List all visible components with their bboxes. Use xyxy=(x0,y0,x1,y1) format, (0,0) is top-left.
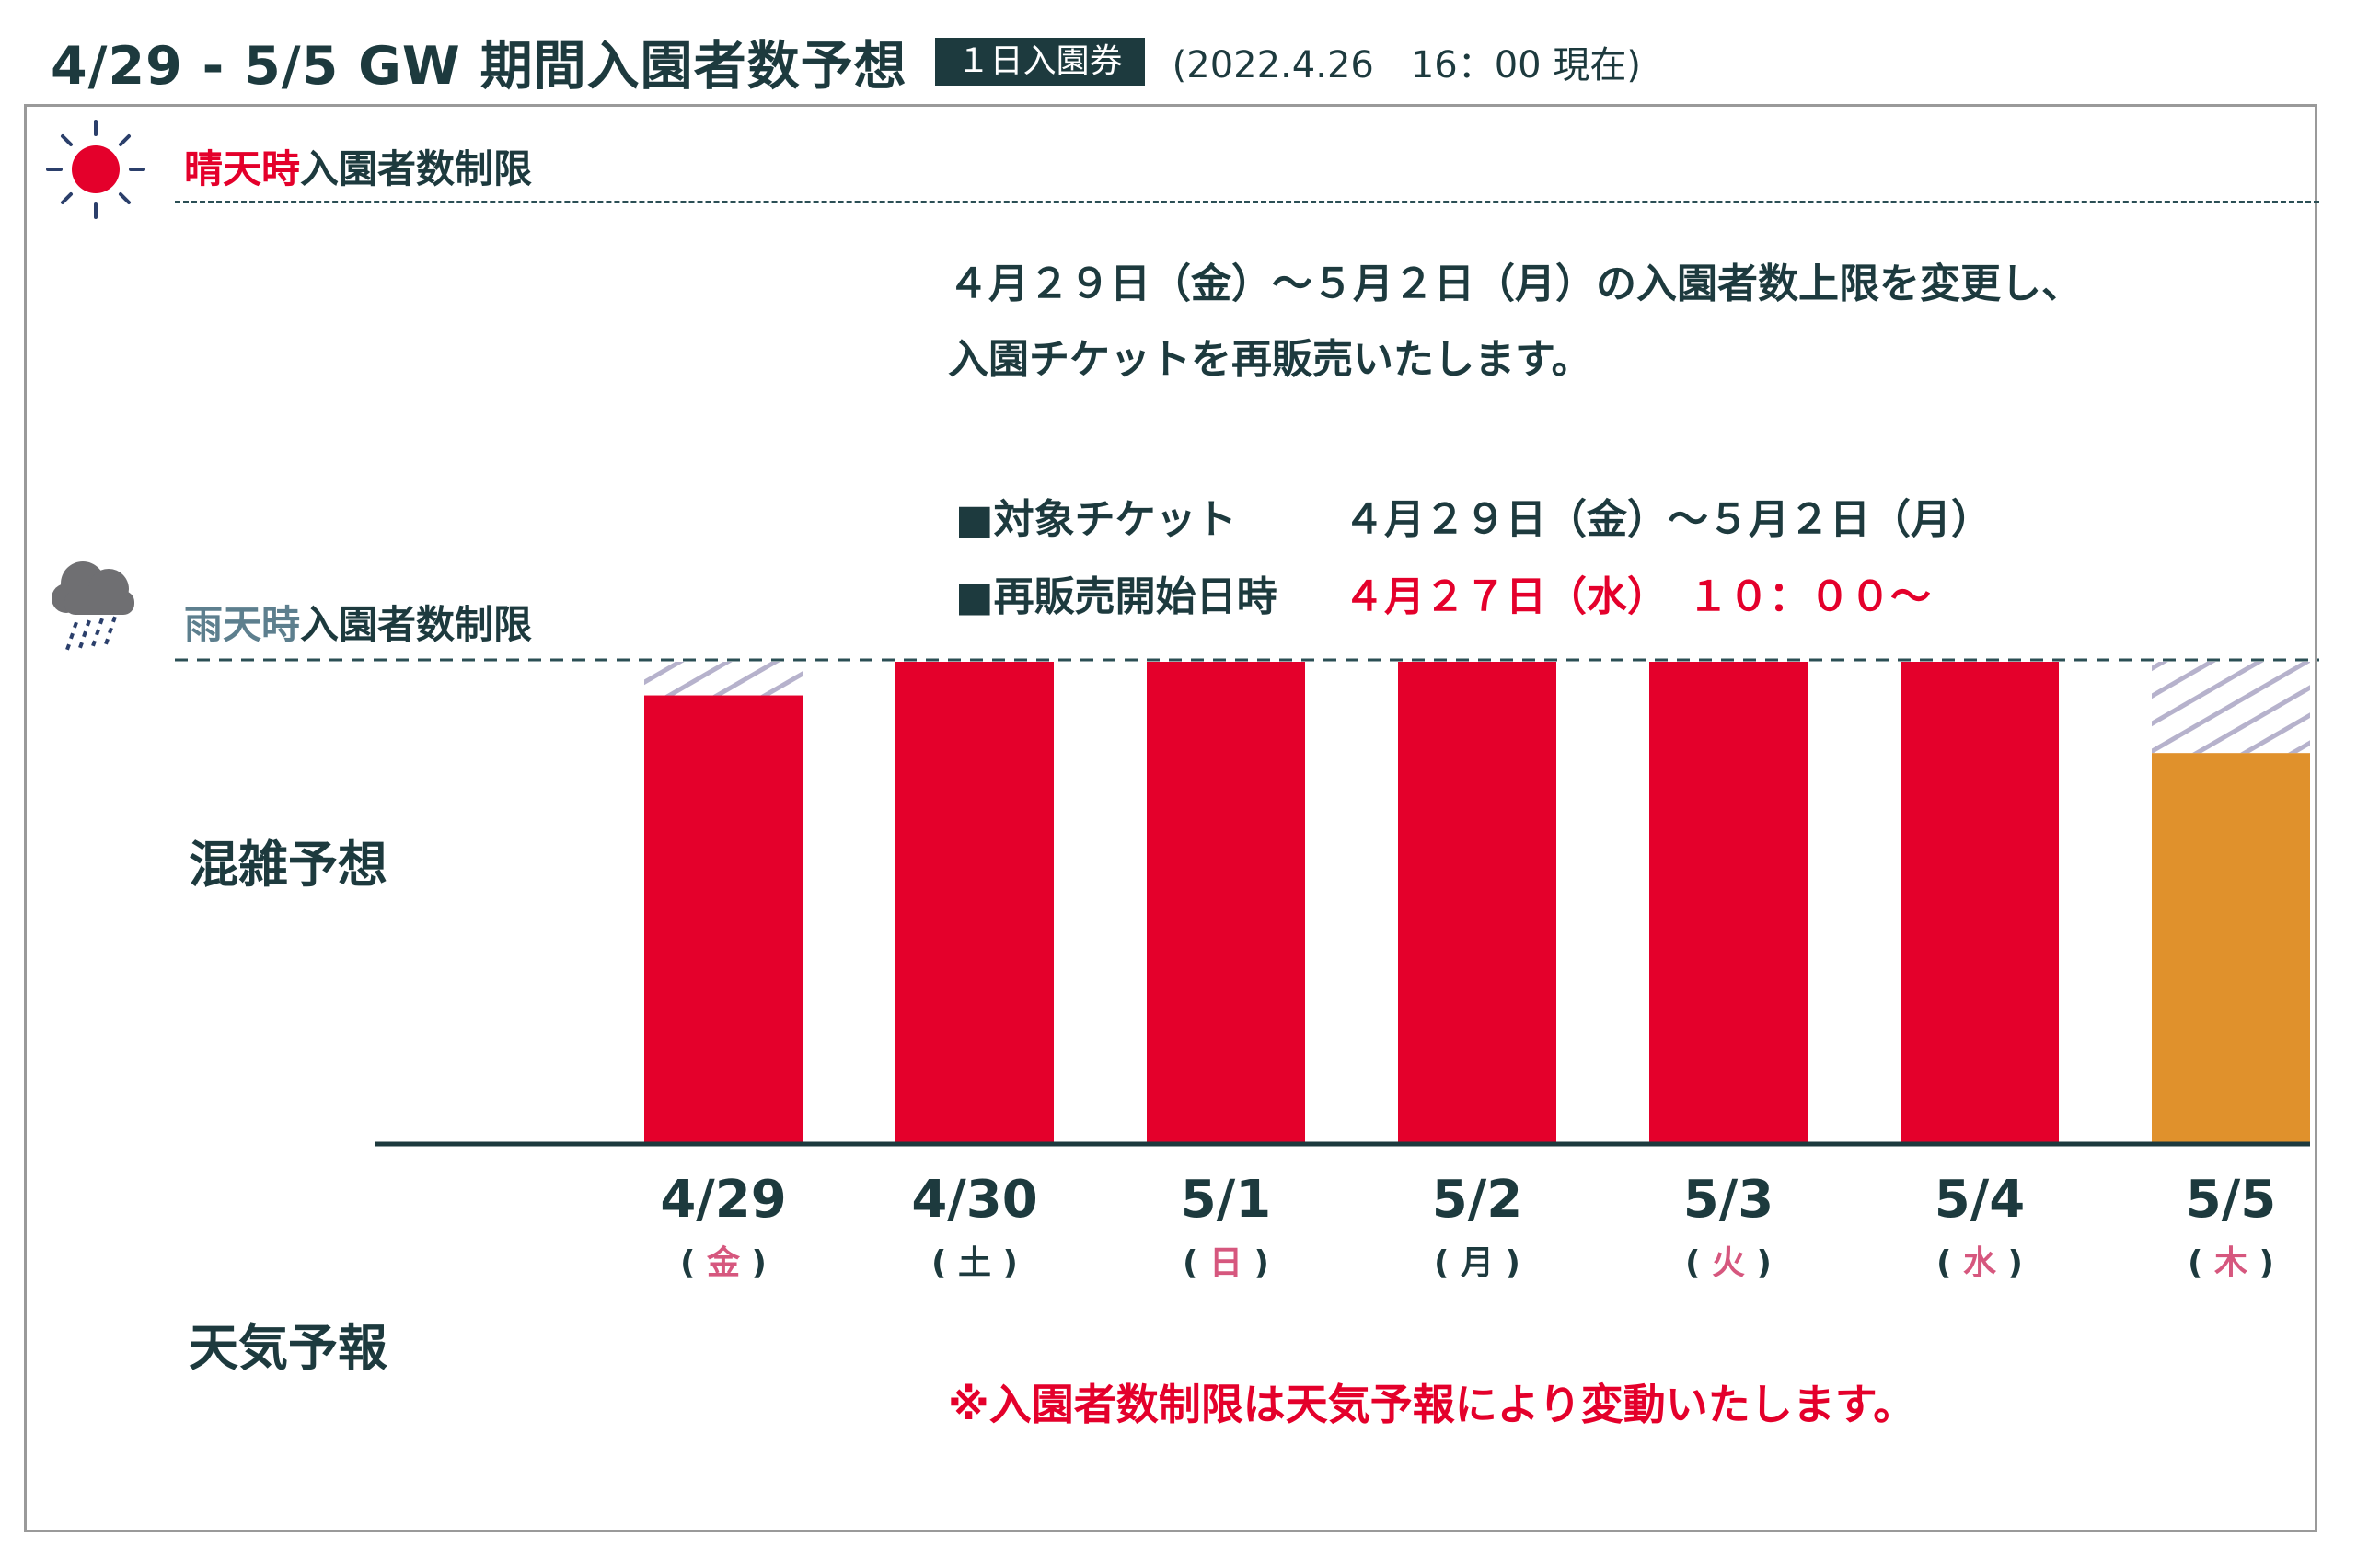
x-labels-group: 4/29 ( 金 ) 4/30 ( 土 ) 5/1 ( 日 ) 5/2 ( 月 ) 5/3 ( 火… xyxy=(660,1170,2276,1282)
rainy-limit-label: 雨天時入園者数制限 xyxy=(184,594,532,650)
x-tick-label: 4/30 xyxy=(911,1170,1037,1230)
rainy-label-rest: 入園者数制限 xyxy=(300,602,533,647)
notice-row-value: ４月２７日（水） １０：００～ xyxy=(1344,573,1931,620)
notice-row-target-ticket: ■対象チケット ４月２９日（金）～５月２日（月） xyxy=(955,486,1992,545)
notice-row-label: ■再販売開始日時 xyxy=(955,573,1277,620)
x-tick-label: 5/5 xyxy=(2186,1170,2276,1230)
bar-remaining-capacity xyxy=(2152,662,2310,754)
sunny-limit-label: 晴天時入園者数制限 xyxy=(184,138,532,194)
notice-row-label: ■対象チケット xyxy=(955,496,1237,543)
rain-cloud-icon xyxy=(52,561,134,651)
notice-line-1: ４月２９日（金）～５月２日（月）の入園者数上限を変更し、 xyxy=(948,260,2082,307)
notice-row-value: ４月２９日（金）～５月２日（月） xyxy=(1344,496,1992,543)
notice-row-resale-start: ■再販売開始日時 ４月２７日（水） １０：００～ xyxy=(955,563,1931,622)
x-tick-label: 4/29 xyxy=(660,1170,786,1230)
sun-icon xyxy=(46,120,145,219)
sunny-accent-text: 晴天時 xyxy=(184,146,301,191)
x-tick-label: 5/2 xyxy=(1432,1170,1522,1230)
bar-5/1 xyxy=(1147,662,1305,1142)
weekday-label: ( 日 ) xyxy=(1183,1244,1269,1282)
sunny-limit-line xyxy=(175,201,2319,203)
bar-5/5 xyxy=(2152,753,2310,1142)
x-tick-label: 5/1 xyxy=(1181,1170,1271,1230)
weather-forecast-label: 天気予報 xyxy=(189,1319,387,1377)
x-tick-label: 5/4 xyxy=(1935,1170,2025,1230)
weekday-label: ( 土 ) xyxy=(931,1244,1018,1282)
as-of-timestamp: (2022.4.26 16：00 現在) xyxy=(1172,44,1641,87)
rainy-accent-text: 雨天時 xyxy=(184,602,301,647)
bar-4/30 xyxy=(895,662,1054,1142)
bar-remaining-capacity xyxy=(644,662,803,696)
weekday-label: ( 金 ) xyxy=(680,1243,767,1282)
chart-frame xyxy=(24,104,2317,1532)
ticket-type-badge: １日入園券 xyxy=(934,38,1145,86)
congestion-forecast-label: 混雑予想 xyxy=(189,836,387,894)
bar-4/29 xyxy=(644,695,803,1142)
weekday-label: ( 木 ) xyxy=(2188,1244,2274,1282)
caution-note: ※入園者数制限は天気予報により変動いたします。 xyxy=(948,1380,1916,1429)
bar-5/3 xyxy=(1649,662,1808,1142)
weekday-label: ( 火 ) xyxy=(1685,1244,1772,1282)
sunny-label-rest: 入園者数制限 xyxy=(300,146,533,191)
notice-line-2: 入園チケットを再販売いたします。 xyxy=(948,336,1592,383)
x-tick-label: 5/3 xyxy=(1683,1170,1773,1230)
weekday-label: ( 水 ) xyxy=(1936,1244,2023,1282)
bar-5/4 xyxy=(1901,662,2059,1142)
header: 4/29 - 5/5 GW 期間入園者数予想 １日入園券 (2022.4.26 … xyxy=(51,20,1641,103)
bar-5/2 xyxy=(1398,662,1556,1142)
weekday-label: ( 月 ) xyxy=(1434,1244,1520,1282)
bars-group xyxy=(644,662,2310,1142)
page-title: 4/29 - 5/5 GW 期間入園者数予想 xyxy=(51,36,907,97)
